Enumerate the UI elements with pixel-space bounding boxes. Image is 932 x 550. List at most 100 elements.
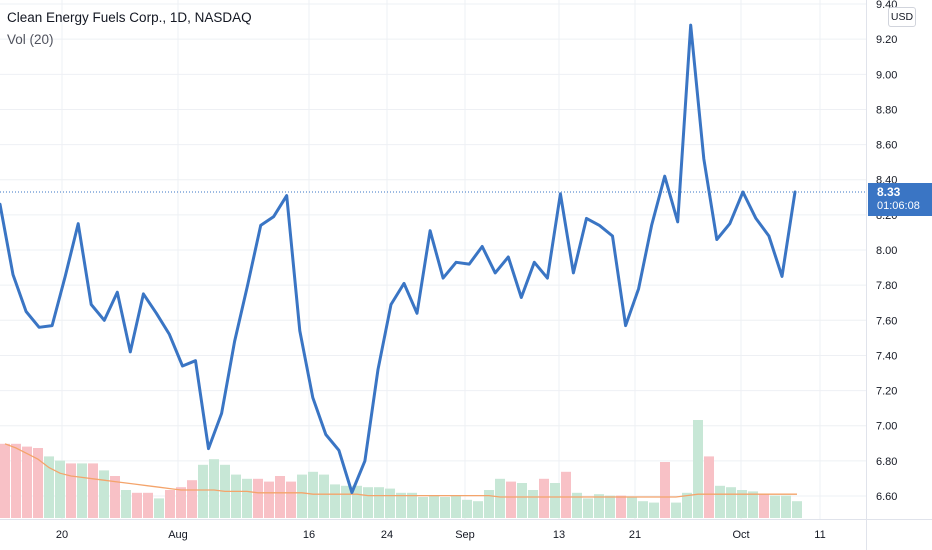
x-tick-label: 21: [629, 529, 641, 541]
volume-bar: [418, 497, 428, 518]
y-tick-label: 7.40: [876, 350, 897, 362]
y-tick-label: 6.60: [876, 491, 897, 503]
volume-bar: [759, 494, 769, 518]
y-tick-label: 7.00: [876, 421, 897, 433]
volume-bar: [660, 462, 670, 518]
volume-bar: [572, 492, 582, 518]
volume-bar: [99, 470, 109, 518]
volume-bar: [242, 478, 252, 518]
volume-bar: [264, 481, 274, 518]
price-scale[interactable]: 6.606.807.007.207.407.607.808.008.208.40…: [876, 0, 897, 503]
y-tick-label: 7.60: [876, 315, 897, 327]
volume-bar: [77, 463, 87, 518]
volume-bar: [748, 491, 758, 518]
volume-bar: [297, 474, 307, 518]
chart-grid: [0, 0, 866, 519]
x-tick-label: Aug: [168, 529, 188, 541]
volume-bar: [638, 501, 648, 518]
volume-bar: [154, 498, 164, 518]
y-tick-label: 9.40: [876, 0, 897, 11]
volume-indicator-label[interactable]: Vol (20): [7, 32, 54, 47]
y-tick-label: 9.00: [876, 69, 897, 81]
volume-bar: [121, 490, 131, 518]
time-scale[interactable]: 20 Aug 16 24 Sep 13 21 Oct 11: [56, 529, 826, 541]
volume-bar: [396, 492, 406, 518]
y-tick-label: 7.80: [876, 280, 897, 292]
y-tick-label: 6.80: [876, 456, 897, 468]
volume-bar: [275, 476, 285, 518]
x-tick-label: 24: [381, 529, 393, 541]
volume-bar: [627, 497, 637, 518]
volume-bar: [55, 460, 65, 518]
volume-bar: [374, 487, 384, 518]
last-price-badge: 8.33 01:06:08: [868, 183, 932, 216]
volume-bar: [286, 481, 296, 518]
volume-bar: [715, 485, 725, 518]
volume-bar: [0, 443, 10, 518]
x-tick-label: Sep: [455, 529, 475, 541]
volume-bar: [11, 443, 21, 518]
volume-bar: [693, 420, 703, 518]
volume-bar: [231, 474, 241, 518]
volume-bar: [781, 495, 791, 518]
volume-bar: [616, 495, 626, 518]
volume-bar: [770, 495, 780, 518]
symbol-title[interactable]: Clean Energy Fuels Corp., 1D, NASDAQ: [7, 10, 252, 25]
volume-bar: [198, 464, 208, 518]
volume-bar: [704, 456, 714, 518]
volume-bar: [583, 498, 593, 518]
x-tick-label: Oct: [732, 529, 749, 541]
price-line: [0, 23, 797, 494]
volume-bar: [341, 485, 351, 518]
volume-bar: [110, 476, 120, 518]
y-tick-label: 9.20: [876, 34, 897, 46]
volume-bar: [561, 471, 571, 518]
volume-bar: [495, 478, 505, 518]
volume-bar: [429, 495, 439, 518]
y-tick-label: 7.20: [876, 386, 897, 398]
volume-bar: [440, 497, 450, 518]
volume-bar: [22, 446, 32, 518]
volume-bar: [451, 495, 461, 518]
volume-bar: [132, 492, 142, 518]
volume-bar: [187, 480, 197, 518]
volume-bar: [539, 478, 549, 518]
bar-countdown: 01:06:08: [877, 200, 920, 212]
y-tick-label: 8.80: [876, 104, 897, 116]
volume-bar: [88, 463, 98, 518]
volume-bar: [682, 492, 692, 518]
volume-bar: [33, 448, 43, 518]
volume-bar: [330, 484, 340, 518]
y-tick-label: 8.00: [876, 245, 897, 257]
volume-bar: [671, 502, 681, 518]
volume-bar: [308, 471, 318, 518]
volume-bar: [209, 459, 219, 518]
volume-bar: [484, 490, 494, 518]
volume-bar: [605, 495, 615, 518]
volume-bar: [473, 501, 483, 518]
x-tick-label: 16: [303, 529, 315, 541]
volume-bar: [352, 485, 362, 518]
volume-bar: [649, 502, 659, 518]
volume-bar: [385, 488, 395, 518]
last-price-value: 8.33: [877, 185, 901, 199]
x-tick-label: 20: [56, 529, 68, 541]
volume-bar: [506, 481, 516, 518]
volume-bar: [462, 499, 472, 518]
volume-bar: [363, 487, 373, 518]
volume-bar: [176, 487, 186, 518]
volume-bar: [792, 501, 802, 518]
y-tick-label: 8.60: [876, 140, 897, 152]
volume-bar: [528, 490, 538, 518]
volume-bar: [319, 474, 329, 518]
volume-bar: [550, 483, 560, 518]
x-tick-label: 11: [814, 529, 825, 541]
currency-button[interactable]: USD: [888, 7, 916, 27]
volume-bar: [165, 490, 175, 518]
volume-bar: [143, 492, 153, 518]
volume-ma-line: [4, 443, 797, 498]
volume-bar: [737, 490, 747, 518]
chart-legend: Clean Energy Fuels Corp., 1D, NASDAQ Vol…: [7, 7, 252, 51]
volume-bar: [594, 494, 604, 518]
